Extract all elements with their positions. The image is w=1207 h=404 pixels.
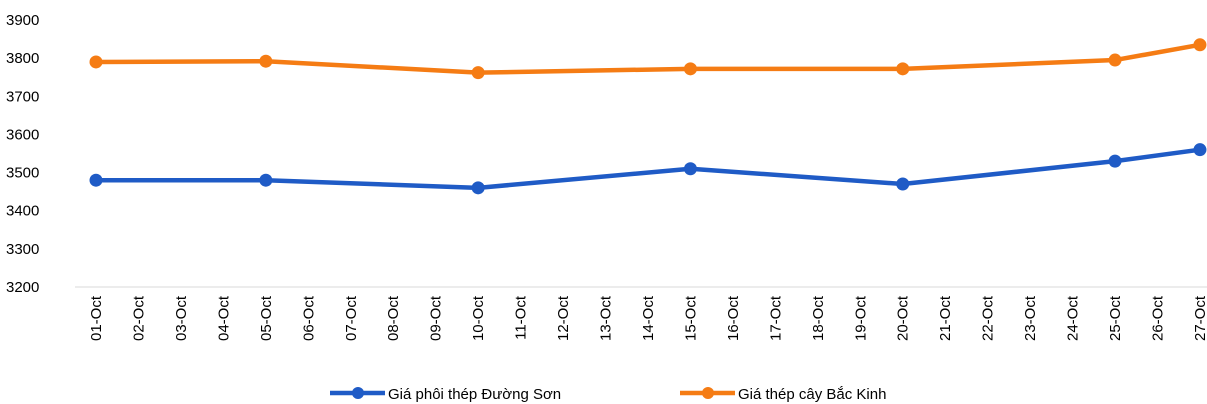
point (471, 181, 485, 195)
x-tick-label: 08-Oct (385, 295, 402, 341)
point (683, 162, 697, 176)
x-tick-label: 26-Oct (1150, 295, 1167, 341)
point (259, 173, 273, 187)
legend-marker (352, 387, 364, 399)
point (1193, 143, 1207, 157)
x-tick-label: 05-Oct (258, 295, 275, 341)
x-tick-label: 24-Oct (1065, 295, 1082, 341)
x-tick-label: 07-Oct (343, 295, 360, 341)
x-tick-label: 04-Oct (215, 295, 232, 341)
x-tick-label: 01-Oct (88, 295, 105, 341)
legend-label: Giá thép cây Bắc Kinh (738, 386, 886, 403)
point (89, 55, 103, 69)
x-tick-label: 13-Oct (598, 295, 615, 341)
point (471, 66, 485, 80)
point (1108, 154, 1122, 168)
point (683, 62, 697, 76)
y-tick-label: 3800 (6, 50, 39, 67)
x-tick-label: 16-Oct (725, 295, 742, 341)
x-tick-label: 09-Oct (428, 295, 445, 341)
point (1193, 38, 1207, 52)
x-tick-label: 20-Oct (895, 295, 912, 341)
x-tick-label: 10-Oct (470, 295, 487, 341)
point (1108, 53, 1122, 67)
x-tick-label: 23-Oct (1022, 295, 1039, 341)
y-tick-label: 3400 (6, 203, 39, 220)
x-tick-label: 06-Oct (300, 295, 317, 341)
x-tick-label: 25-Oct (1107, 295, 1124, 341)
x-tick-label: 14-Oct (640, 295, 657, 341)
point (259, 54, 273, 68)
x-tick-label: 15-Oct (682, 295, 699, 341)
x-tick-label: 11-Oct (513, 295, 530, 340)
x-tick-label: 18-Oct (810, 295, 827, 341)
y-tick-label: 3300 (6, 241, 39, 258)
point (896, 177, 910, 191)
x-tick-label: 03-Oct (173, 295, 190, 341)
y-tick-label: 3600 (6, 126, 39, 143)
x-tick-label: 19-Oct (852, 295, 869, 341)
point (896, 62, 910, 76)
x-tick-label: 17-Oct (767, 295, 784, 341)
y-tick-label: 3500 (6, 165, 39, 182)
x-tick-label: 21-Oct (937, 295, 954, 341)
y-tick-label: 3700 (6, 88, 39, 105)
y-tick-label: 3900 (6, 12, 39, 29)
x-tick-label: 27-Oct (1192, 295, 1207, 341)
legend-marker (702, 387, 714, 399)
y-tick-label: 3200 (6, 279, 39, 296)
legend-label: Giá phôi thép Đường Sơn (388, 386, 561, 403)
x-tick-label: 22-Oct (980, 295, 997, 341)
x-tick-label: 12-Oct (555, 295, 572, 341)
point (89, 173, 103, 187)
x-tick-label: 02-Oct (130, 295, 147, 341)
